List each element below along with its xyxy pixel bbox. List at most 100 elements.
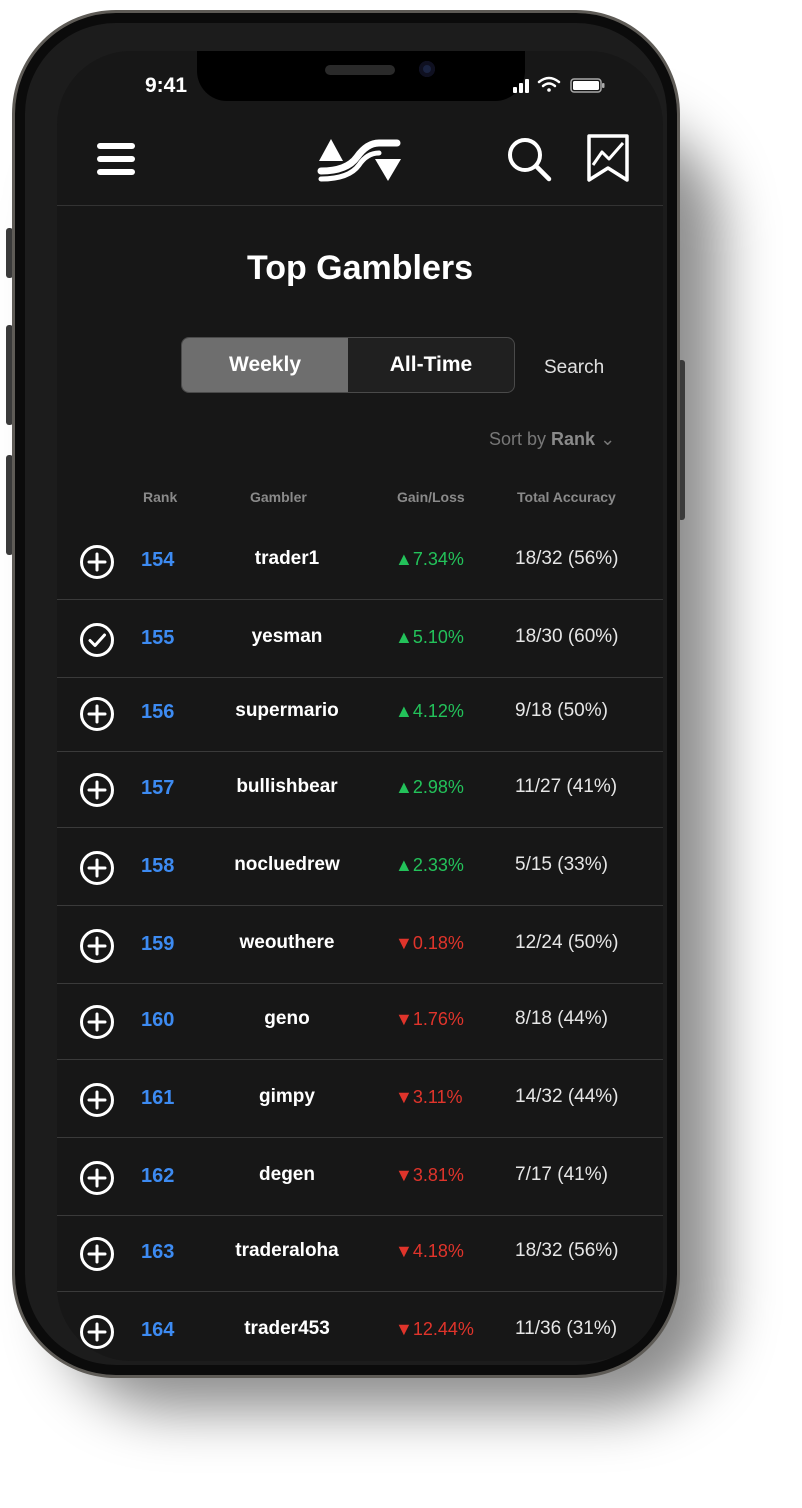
gambler-name[interactable]: degen (259, 1164, 315, 1185)
trend-arrow-icon: ▲ (395, 701, 413, 721)
signal-icon (513, 79, 529, 93)
sort-control[interactable]: Sort by Rank ⌄ (489, 429, 615, 450)
gain-loss-percent: 7.34% (412, 549, 464, 569)
wifi-icon (537, 76, 561, 92)
hamburger-icon[interactable] (97, 141, 135, 177)
plus-circle-icon[interactable] (79, 850, 115, 886)
plus-circle-icon[interactable] (79, 1082, 115, 1118)
bookmark-chart-icon[interactable] (585, 133, 631, 183)
chevron-down-icon: ⌄ (600, 429, 616, 449)
accuracy-value: 9/18 (50%) (515, 700, 608, 721)
gambler-name[interactable]: gimpy (259, 1086, 315, 1107)
accuracy-value: 18/32 (56%) (515, 548, 619, 569)
rank-value[interactable]: 159 (141, 933, 175, 955)
plus-circle-icon[interactable] (79, 772, 115, 808)
table-row[interactable]: 164 trader453 ▼12.44% 11/36 (31%) (57, 1293, 663, 1361)
rank-value[interactable]: 163 (141, 1241, 175, 1263)
rank-value[interactable]: 154 (141, 549, 175, 571)
col-header-gambler: Gambler (250, 489, 307, 505)
gambler-name[interactable]: bullishbear (236, 776, 338, 797)
volume-up-button (6, 325, 13, 425)
trend-arrow-icon: ▼ (395, 1087, 413, 1107)
camera (419, 61, 435, 77)
gain-loss-percent: 1.76% (412, 1009, 464, 1029)
table-row[interactable]: 160 geno ▼1.76% 8/18 (44%) (57, 983, 663, 1060)
search-icon[interactable] (505, 135, 553, 183)
accuracy-value: 12/24 (50%) (515, 932, 619, 953)
gain-loss-percent: 2.98% (412, 777, 464, 797)
gain-loss-percent: 4.12% (412, 701, 464, 721)
trend-arrow-icon: ▲ (395, 549, 413, 569)
table-row[interactable]: 156 supermario ▲4.12% 9/18 (50%) (57, 675, 663, 752)
notch (197, 51, 525, 101)
table-row[interactable]: 154 trader1 ▲7.34% 18/32 (56%) (57, 523, 663, 600)
gain-loss-value: ▲5.10% (395, 627, 464, 648)
table-row[interactable]: 155 yesman ▲5.10% 18/30 (60%) (57, 601, 663, 678)
rank-value[interactable]: 160 (141, 1009, 175, 1031)
accuracy-value: 11/36 (31%) (515, 1318, 618, 1339)
gain-loss-value: ▼1.76% (395, 1009, 464, 1030)
accuracy-value: 5/15 (33%) (515, 854, 608, 875)
gambler-name[interactable]: yesman (251, 626, 323, 647)
gambler-name[interactable]: trader453 (244, 1318, 330, 1339)
plus-circle-icon[interactable] (79, 1004, 115, 1040)
power-button (678, 360, 685, 520)
trend-arrow-icon: ▼ (395, 1241, 413, 1261)
plus-circle-icon[interactable] (79, 928, 115, 964)
trend-arrow-icon: ▲ (395, 627, 413, 647)
gambler-name[interactable]: weouthere (239, 932, 335, 953)
table-row[interactable]: 158 nocluedrew ▲2.33% 5/15 (33%) (57, 829, 663, 906)
rank-value[interactable]: 157 (141, 777, 175, 799)
plus-circle-icon[interactable] (79, 1314, 115, 1350)
rank-value[interactable]: 155 (141, 627, 175, 649)
rank-value[interactable]: 158 (141, 855, 175, 877)
col-header-gain-loss: Gain/Loss (397, 489, 465, 505)
search-link[interactable]: Search (544, 357, 605, 378)
rank-value[interactable]: 156 (141, 701, 175, 723)
accuracy-value: 18/32 (56%) (515, 1240, 619, 1261)
plus-circle-icon[interactable] (79, 1236, 115, 1272)
gain-loss-value: ▲7.34% (395, 549, 464, 570)
table-row[interactable]: 163 traderaloha ▼4.18% 18/32 (56%) (57, 1215, 663, 1292)
gain-loss-value: ▼12.44% (395, 1319, 474, 1340)
tab-weekly[interactable]: Weekly (182, 338, 348, 392)
gambler-name[interactable]: traderaloha (235, 1240, 339, 1261)
top-nav-bar (57, 111, 663, 206)
accuracy-value: 7/17 (41%) (515, 1164, 608, 1185)
rank-value[interactable]: 161 (141, 1087, 175, 1109)
plus-circle-icon[interactable] (79, 1160, 115, 1196)
gambler-name[interactable]: trader1 (254, 548, 320, 569)
table-row[interactable]: 159 weouthere ▼0.18% 12/24 (50%) (57, 907, 663, 984)
gain-loss-value: ▲2.33% (395, 855, 464, 876)
table-row[interactable]: 162 degen ▼3.81% 7/17 (41%) (57, 1139, 663, 1216)
gain-loss-percent: 5.10% (412, 627, 464, 647)
logo-mark[interactable] (317, 131, 403, 185)
rank-value[interactable]: 164 (141, 1319, 175, 1341)
gain-loss-percent: 12.44% (412, 1319, 474, 1339)
status-time: 9:41 (145, 74, 188, 97)
trend-arrow-icon: ▼ (395, 933, 413, 953)
tab-all-time[interactable]: All-Time (389, 353, 473, 376)
rank-value[interactable]: 162 (141, 1165, 175, 1187)
gain-loss-value: ▼3.11% (395, 1087, 463, 1108)
trend-arrow-icon: ▲ (395, 777, 413, 797)
trend-arrow-icon: ▲ (395, 855, 413, 875)
table-row[interactable]: 161 gimpy ▼3.11% 14/32 (44%) (57, 1061, 663, 1138)
plus-circle-icon[interactable] (79, 696, 115, 732)
gain-loss-value: ▲4.12% (395, 701, 464, 722)
gain-loss-percent: 2.33% (412, 855, 464, 875)
table-row[interactable]: 157 bullishbear ▲2.98% 11/27 (41%) (57, 751, 663, 828)
plus-circle-icon[interactable] (79, 544, 115, 580)
gambler-name[interactable]: geno (264, 1008, 310, 1029)
trend-arrow-icon: ▼ (395, 1319, 413, 1339)
gambler-name[interactable]: supermario (235, 700, 339, 721)
check-circle-icon[interactable] (79, 622, 115, 658)
col-header-accuracy: Total Accuracy (517, 489, 616, 505)
status-icons (513, 76, 605, 93)
phone-frame: 9:41 (12, 10, 680, 1378)
trend-arrow-icon: ▼ (395, 1165, 413, 1185)
gambler-name[interactable]: nocluedrew (234, 854, 340, 875)
gain-loss-value: ▼4.18% (395, 1241, 464, 1262)
accuracy-value: 14/32 (44%) (515, 1086, 619, 1107)
screen: 9:41 (57, 51, 663, 1361)
